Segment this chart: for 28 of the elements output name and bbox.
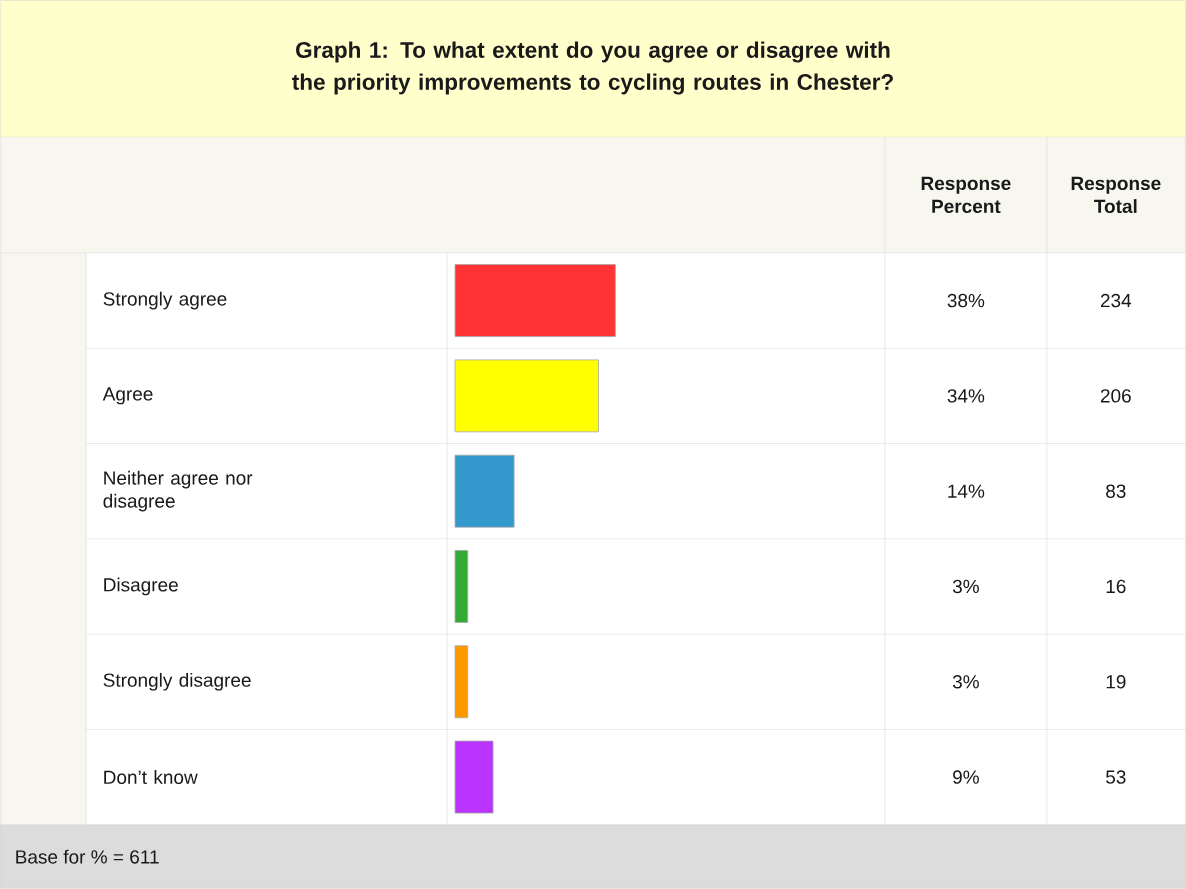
data-label: 3% bbox=[952, 675, 979, 689]
bar bbox=[454, 454, 515, 528]
text: 234 bbox=[1100, 294, 1132, 308]
text: Response Total bbox=[1071, 176, 1161, 214]
data-label: 9% bbox=[953, 770, 979, 784]
text: 16 bbox=[1106, 579, 1126, 594]
text: 19 bbox=[1106, 675, 1126, 689]
data-label: 34% bbox=[947, 389, 985, 403]
text: 206 bbox=[1100, 389, 1131, 403]
y-tick-label: Agree bbox=[102, 387, 153, 405]
bar bbox=[454, 359, 599, 433]
chart-title: Graph 1: To what extent do you agree or disagree with the priority improvements to cycling routes in Chester? bbox=[292, 41, 893, 95]
text: Base for % = 611 bbox=[16, 849, 159, 864]
bar bbox=[454, 550, 469, 624]
y-tick-label: Neither agree nor disagree bbox=[103, 470, 253, 512]
data-label: 3% bbox=[952, 579, 979, 594]
y-tick-label: Disagree bbox=[104, 577, 178, 596]
bar bbox=[454, 645, 469, 719]
y-tick-label: Strongly agree bbox=[103, 291, 227, 310]
text: 53 bbox=[1106, 770, 1126, 784]
y-tick-label: Strongly disagree bbox=[103, 673, 251, 691]
text: 83 bbox=[1106, 484, 1126, 499]
text: Response Percent bbox=[921, 176, 1011, 214]
y-tick-label: Don’t know bbox=[104, 770, 198, 785]
bar bbox=[454, 264, 616, 338]
data-label: 14% bbox=[948, 484, 985, 498]
data-label: 38% bbox=[947, 294, 985, 308]
bar bbox=[454, 740, 494, 814]
